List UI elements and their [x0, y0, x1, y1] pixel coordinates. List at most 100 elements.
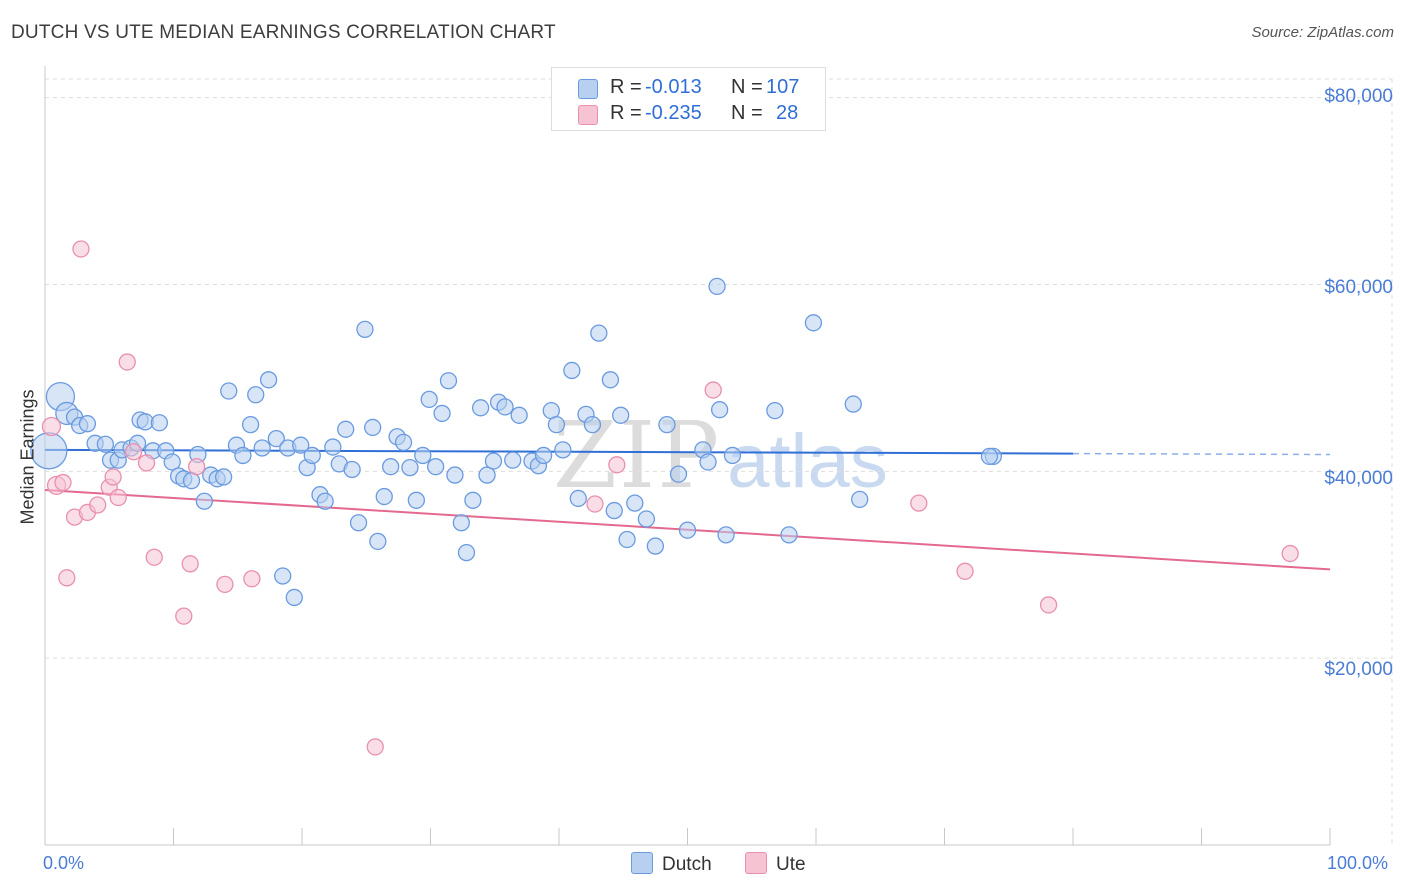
dutch-n-label: N = [731, 76, 763, 98]
dutch-point [285, 588, 303, 607]
ute-point [366, 738, 384, 756]
dutch-point [590, 324, 608, 342]
ute-point [137, 454, 156, 472]
ute-swatch [578, 105, 598, 125]
dutch-point [292, 436, 310, 454]
dutch-point [426, 458, 445, 476]
ute-point [145, 548, 163, 566]
dutch-point [563, 361, 581, 380]
dutch-point [150, 414, 169, 432]
dutch-point [356, 320, 374, 339]
ute-point [243, 570, 261, 588]
dutch-point [259, 371, 278, 389]
dutch-point [534, 446, 553, 465]
dutch-point [601, 371, 620, 389]
dutch-point [717, 526, 735, 544]
source-credit: Source: ZipAtlas.com [1251, 24, 1394, 41]
y-tick-label: $60,000 [1324, 277, 1393, 298]
ute-point [104, 468, 122, 486]
y-tick-label: $80,000 [1324, 86, 1393, 107]
watermark-atlas: atlas [727, 419, 888, 504]
ute-point [1039, 596, 1058, 614]
dutch-point [612, 406, 630, 424]
dutch-point [626, 494, 644, 512]
dutch-point [618, 530, 636, 549]
ute-point [54, 473, 72, 492]
legend-item-dutch[interactable]: Dutch [631, 852, 712, 876]
dutch-point [163, 453, 181, 471]
dutch-point [510, 406, 528, 424]
ute-point [187, 458, 206, 476]
ute-point [72, 240, 90, 258]
dutch-point [484, 452, 503, 470]
dutch-point [471, 399, 490, 417]
legend-item-ute[interactable]: Ute [745, 852, 806, 876]
dutch-point [401, 458, 419, 477]
dutch-r-value: -0.013 [645, 76, 702, 98]
ute-point [586, 495, 604, 513]
x-tick-label: 100.0% [1327, 853, 1389, 873]
dutch-point [710, 401, 729, 419]
dutch-point [253, 439, 271, 457]
dutch-point [382, 458, 400, 476]
dutch-point [407, 491, 426, 509]
y-tick-label: $20,000 [1324, 659, 1393, 680]
dutch-point [446, 466, 464, 484]
y-axis-label: Median Earnings [17, 389, 38, 525]
ute-point [89, 496, 107, 514]
dutch-point [780, 526, 798, 544]
correlation-legend: R = -0.013 N = 107 R = -0.235 N = 28 [551, 67, 826, 131]
dutch-point [433, 404, 451, 423]
dutch-point [369, 532, 387, 551]
dutch-point [637, 510, 656, 528]
dutch-r-label: R = [610, 76, 642, 98]
dutch-point [274, 567, 292, 585]
dutch-point [267, 429, 285, 448]
dutch-swatch [578, 79, 598, 99]
ute-point [175, 607, 193, 625]
ute-r-value: -0.235 [645, 102, 702, 124]
dutch-point [394, 433, 413, 452]
y-tick-label: $40,000 [1324, 468, 1393, 489]
ute-point [956, 562, 974, 580]
ute-point [1281, 544, 1299, 563]
dutch-point [766, 401, 784, 420]
ute-point [125, 443, 143, 461]
dutch-n-value: 107 [766, 76, 800, 98]
dutch-point [343, 460, 361, 479]
dutch-legend-swatch [631, 852, 653, 874]
dutch-point [457, 543, 476, 562]
dutch-point [349, 514, 368, 532]
dutch-point [723, 446, 742, 465]
ute-point [181, 555, 199, 573]
ute-r-label: R = [610, 102, 642, 124]
ute-legend-swatch [745, 852, 767, 874]
ute-n-label: N = [731, 102, 763, 124]
dutch-point [414, 446, 432, 465]
ute-point [216, 575, 234, 594]
dutch-point [605, 501, 623, 520]
ute-point [41, 416, 62, 437]
dutch-point [324, 438, 342, 456]
dutch-point [804, 314, 823, 332]
dutch-point [452, 514, 470, 532]
dutch-point [547, 415, 566, 434]
dutch-point [375, 487, 393, 506]
dutch-point [464, 491, 482, 509]
dutch-point [234, 446, 252, 465]
dutch-point [554, 441, 572, 459]
ute-point [118, 353, 136, 371]
dutch-point [658, 415, 676, 434]
dutch-point [699, 453, 717, 471]
dutch-point [844, 395, 862, 413]
dutch-point [337, 420, 355, 438]
dutch-trend-extension [1072, 452, 1331, 456]
ute-point [608, 456, 626, 474]
dutch-point [364, 418, 382, 437]
ute-point [910, 494, 928, 512]
ute-n-value: 28 [776, 102, 799, 124]
dutch-point [496, 398, 514, 416]
dutch-point [678, 521, 697, 539]
ute-point [58, 569, 76, 587]
